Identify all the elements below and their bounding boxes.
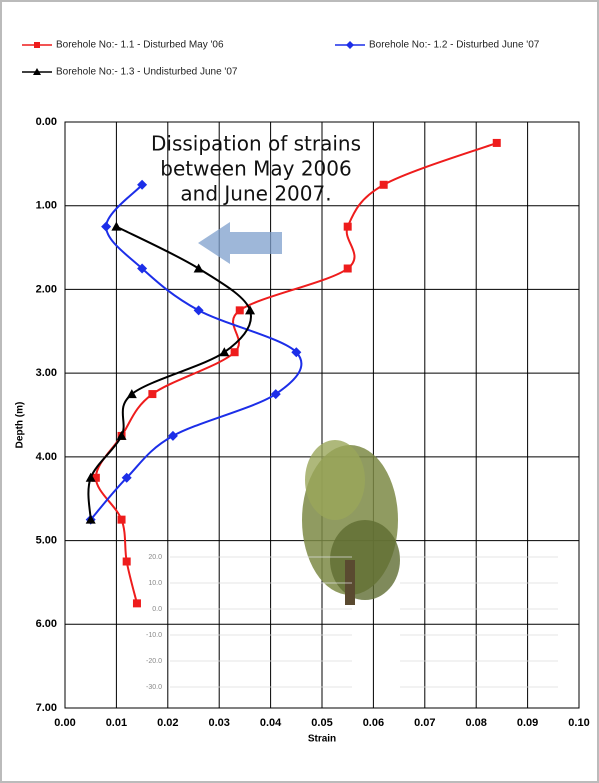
inset-tick-label: 20.0 [148,554,162,561]
legend-label: Borehole No:- 1.1 - Disturbed May '06 [56,40,224,51]
y-tick-label: 7.00 [36,702,57,714]
frame [1,1,598,782]
legend-marker [34,42,40,48]
data-point [344,223,352,231]
data-point [344,265,352,273]
x-tick-label: 0.08 [465,717,486,729]
y-tick-label: 5.00 [36,534,57,546]
tree-canopy [330,520,400,600]
data-point [231,348,239,356]
inset-tick-label: 0.0 [152,606,162,613]
legend-label: Borehole No:- 1.2 - Disturbed June '07 [369,40,540,51]
annotation: between May 2006 [160,157,351,181]
inset-tick-label: -30.0 [146,684,162,691]
inset-tick-label: -20.0 [146,658,162,665]
y-tick-label: 2.00 [36,283,57,295]
x-tick-label: 0.03 [208,717,229,729]
y-tick-label: 1.00 [36,200,57,212]
y-tick-label: 0.00 [36,116,57,128]
data-point [123,558,131,566]
x-axis-title: Strain [308,734,336,745]
data-point [118,516,126,524]
x-tick-label: 0.00 [54,717,75,729]
x-tick-label: 0.05 [311,717,332,729]
chart: 0.001.002.003.004.005.006.007.000.000.01… [0,0,599,783]
x-tick-label: 0.02 [157,717,178,729]
x-tick-label: 0.09 [517,717,538,729]
inset-tick-label: -10.0 [146,632,162,639]
tree-trunk [345,560,355,605]
y-tick-label: 4.00 [36,451,57,463]
annotation: Dissipation of strains [151,132,361,156]
tree-canopy [305,440,365,520]
y-axis-title: Depth (m) [15,402,26,449]
data-point [148,390,156,398]
inset-tick-label: 10.0 [148,580,162,587]
x-tick-label: 0.06 [363,717,384,729]
annotation: and June 2007. [180,182,331,206]
x-tick-label: 0.04 [260,717,282,729]
data-point [380,181,388,189]
data-point [493,139,501,147]
y-tick-label: 6.00 [36,618,57,630]
x-tick-label: 0.01 [106,717,127,729]
legend-label: Borehole No:- 1.3 - Undisturbed June '07 [56,67,238,78]
y-tick-label: 3.00 [36,367,57,379]
x-tick-label: 0.07 [414,717,435,729]
data-point [133,599,141,607]
x-tick-label: 0.10 [568,717,589,729]
data-point [236,306,244,314]
